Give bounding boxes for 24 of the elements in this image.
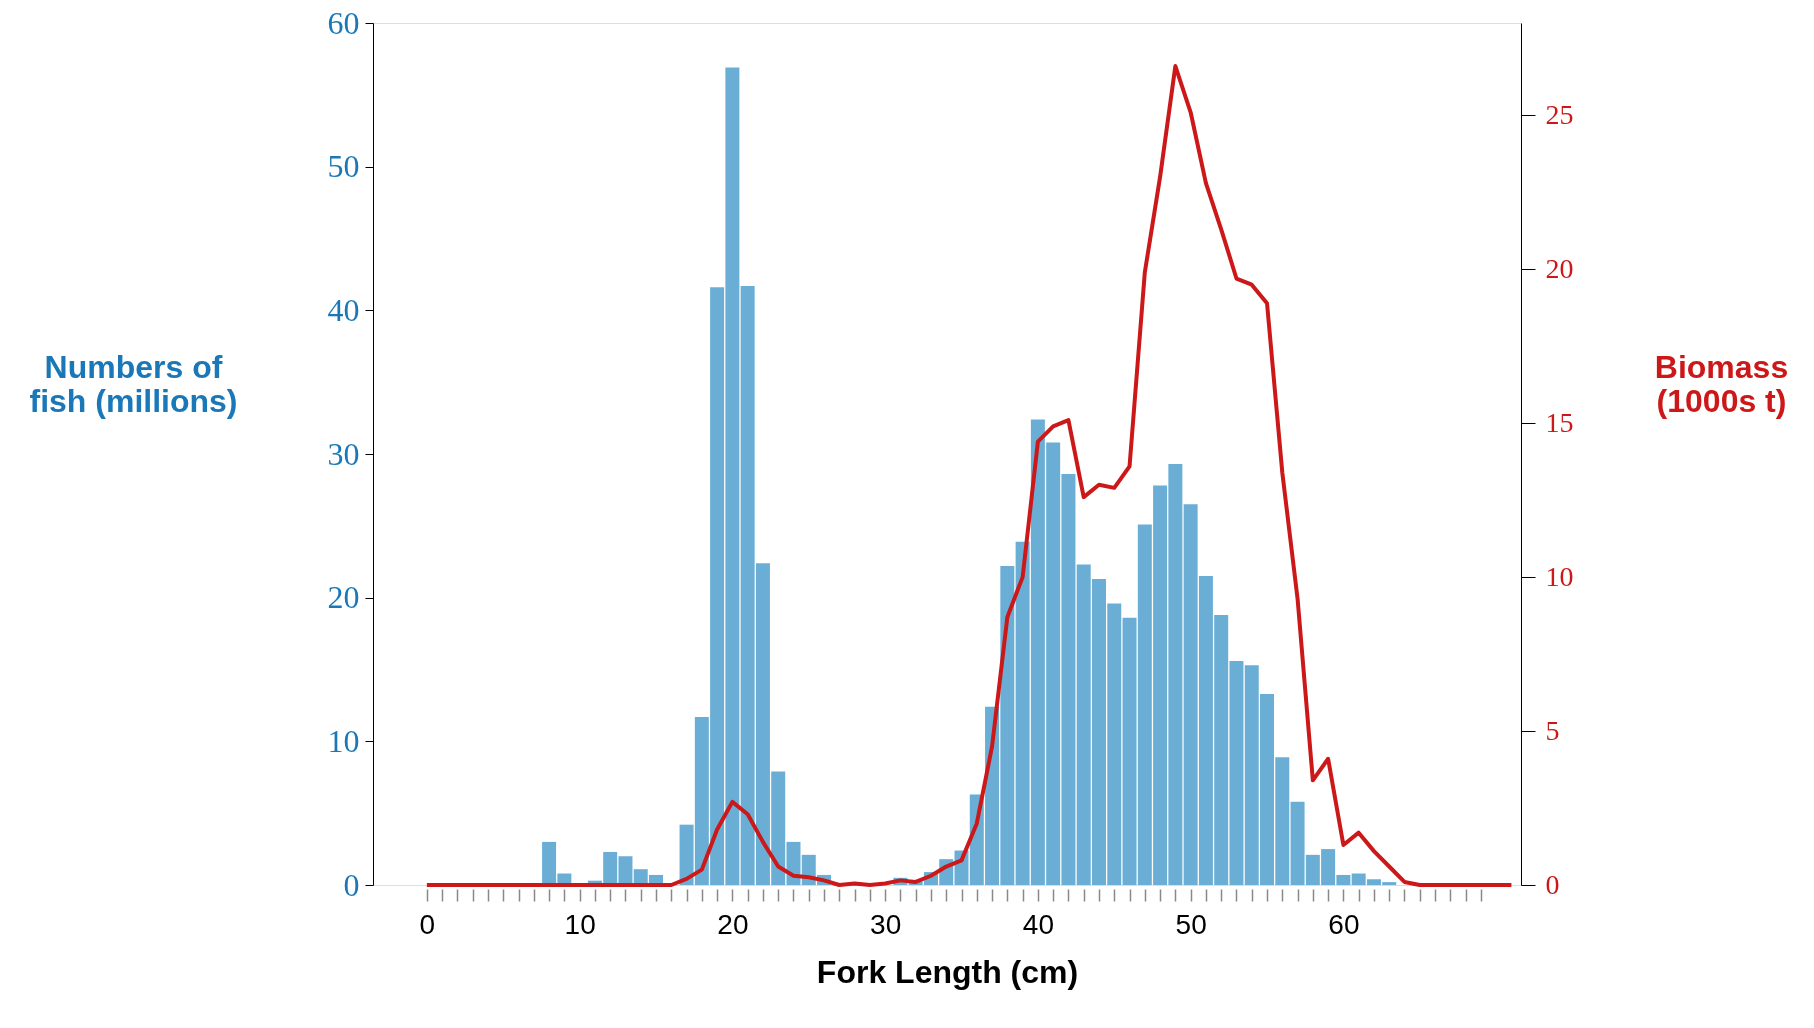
y-tick-label: 20 <box>327 579 360 616</box>
y2-tick-label: 15 <box>1545 406 1574 438</box>
y-tick-label: 40 <box>327 291 360 328</box>
y2-tick-label: 25 <box>1545 98 1574 130</box>
y2-tick-label: 20 <box>1545 252 1574 284</box>
x-tick-label: 60 <box>1328 908 1360 940</box>
y-axis-title: Numbers of fish (millions) <box>29 349 238 420</box>
line-series <box>424 64 1514 887</box>
x-tick-label: 30 <box>870 908 902 940</box>
x-tick-label: 10 <box>564 908 596 940</box>
y2-tick-label: 0 <box>1545 868 1560 900</box>
y2-axis-title: Biomass (1000s t) <box>1654 349 1789 420</box>
y-tick-label: 50 <box>327 148 360 185</box>
y-tick-label: 60 <box>327 4 360 41</box>
x-tick-label: 50 <box>1175 908 1207 940</box>
x-tick-label: 20 <box>717 908 749 940</box>
y-tick-label: 0 <box>343 866 360 903</box>
x-tick-label: 0 <box>419 908 436 940</box>
y-tick-label: 30 <box>327 435 360 472</box>
x-axis-title: Fork Length (cm) <box>816 953 1079 990</box>
x-tick-label: 40 <box>1022 908 1054 940</box>
y2-tick-label: 10 <box>1545 560 1574 592</box>
y-tick-label: 10 <box>327 722 360 759</box>
y2-tick-label: 5 <box>1545 714 1560 746</box>
